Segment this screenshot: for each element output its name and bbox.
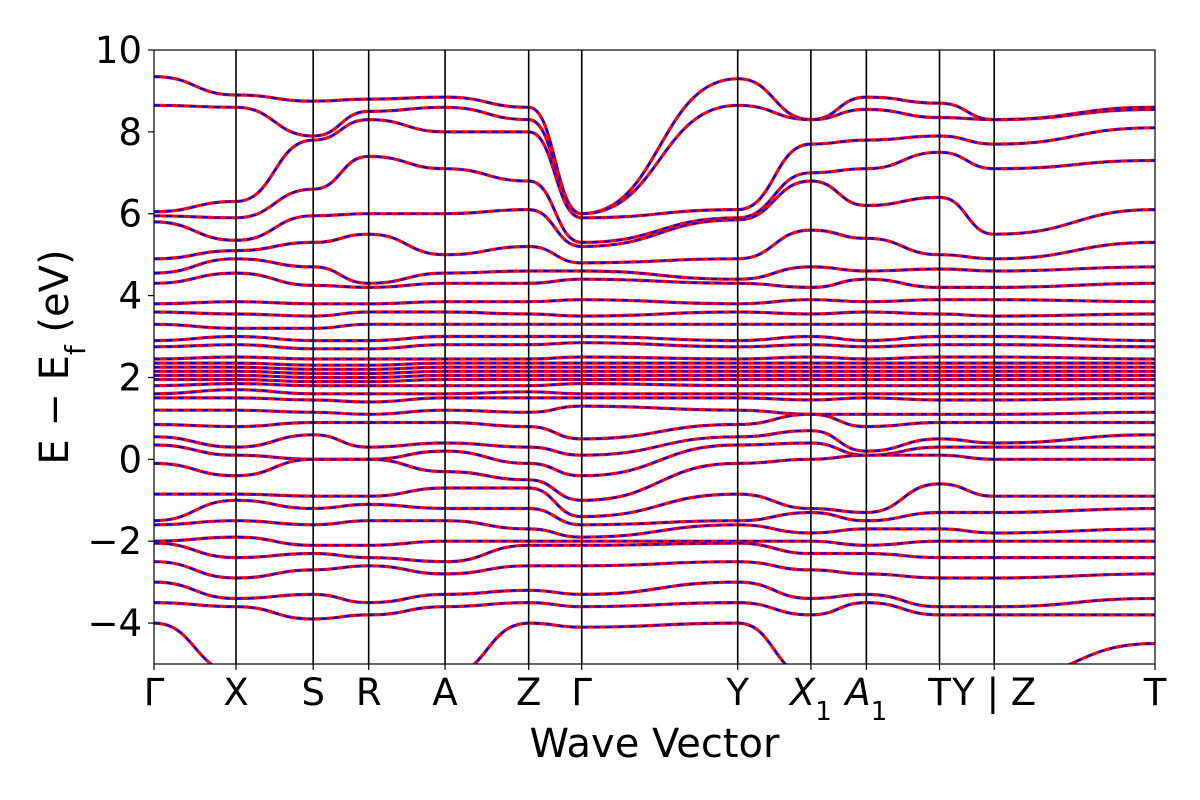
y-axis-title-unit: (eV) — [32, 249, 78, 345]
x-tick-label-9: A1 — [843, 671, 887, 727]
band-5-blue — [995, 241, 1155, 260]
y-tick-label-3: 2 — [118, 356, 142, 399]
band-1-red — [154, 103, 995, 216]
band-1-blue — [995, 106, 1155, 121]
band-35-blue — [154, 621, 787, 664]
band-2-red — [995, 126, 1155, 146]
band-35-red — [1066, 641, 1155, 664]
band-11-blue — [995, 335, 1155, 342]
band-12-blue — [995, 343, 1155, 348]
band-34-red — [154, 600, 995, 621]
y-tick-label-4: 4 — [118, 275, 142, 318]
x-tick-label-0: Γ — [144, 671, 165, 714]
band-3-blue — [154, 151, 995, 244]
x-tick-label-3: R — [356, 671, 382, 714]
band-8-blue — [995, 298, 1155, 303]
band-lines — [154, 75, 1155, 664]
band-29-blue — [995, 527, 1155, 535]
band-3-blue — [995, 159, 1155, 170]
band-5-blue — [154, 228, 995, 265]
y-axis-title-main: E − E — [32, 355, 78, 465]
band-2-blue — [995, 126, 1155, 146]
band-1-red — [995, 105, 1155, 122]
band-32-red — [154, 560, 995, 580]
band-24-blue — [995, 433, 1155, 445]
band-33-blue — [995, 597, 1155, 608]
band-7-red — [154, 271, 995, 290]
x-tick-label-5: Z — [516, 671, 541, 714]
y-tick-label-7: 10 — [95, 29, 142, 72]
band-4-blue — [154, 179, 995, 248]
band-25-red — [154, 441, 995, 478]
band-1-blue — [154, 104, 995, 215]
band-26-red — [154, 453, 995, 502]
band-32-blue — [995, 572, 1155, 580]
x-tick-label-4: A — [432, 671, 457, 714]
band-6-blue — [995, 265, 1155, 273]
x-tick-label-7: Y — [725, 671, 749, 714]
y-tick-label-6: 8 — [118, 111, 142, 154]
x-tick-label-1: X — [223, 671, 248, 714]
band-0-red — [154, 75, 995, 216]
band-4-red — [995, 208, 1155, 236]
plot-frame — [153, 49, 1156, 665]
y-tick-label-0: −4 — [87, 602, 142, 645]
x-tick-label-11: Y | Z — [951, 671, 1036, 714]
band-7-blue — [995, 282, 1155, 289]
y-axis-title-sub: f — [59, 344, 92, 355]
band-13-blue — [995, 355, 1155, 361]
x-tick-label-10: T — [927, 671, 951, 714]
band-26-blue — [154, 454, 995, 502]
x-axis-title: Wave Vector — [530, 721, 781, 767]
band-22-blue — [995, 411, 1155, 416]
band-24-red — [154, 429, 995, 457]
y-tick-label-5: 6 — [118, 193, 142, 236]
y-tick-label-1: −2 — [87, 520, 142, 563]
x-tick-label-12: T — [1143, 671, 1167, 714]
y-axis-ticks: −4 −2 0 2 4 6 8 10 — [87, 29, 154, 645]
high-symmetry-lines — [235, 50, 995, 664]
band-32-blue — [154, 560, 995, 580]
x-tick-label-2: S — [301, 671, 325, 714]
band-4-blue — [995, 208, 1155, 236]
band-34-blue — [154, 601, 995, 621]
band-21-blue — [995, 396, 1155, 402]
x-tick-label-6: Γ — [571, 671, 592, 714]
y-tick-label-2: 0 — [118, 438, 142, 481]
band-28-blue — [995, 507, 1155, 514]
band-5-red — [995, 240, 1155, 261]
band-2-red — [154, 117, 995, 220]
band-3-red — [154, 150, 995, 245]
y-axis-title: E − Ef (eV) — [32, 249, 92, 464]
band-27-blue — [154, 482, 995, 518]
x-tick-label-8: X1 — [788, 671, 832, 727]
band-23-blue — [154, 413, 995, 441]
band-9-blue — [995, 312, 1155, 318]
